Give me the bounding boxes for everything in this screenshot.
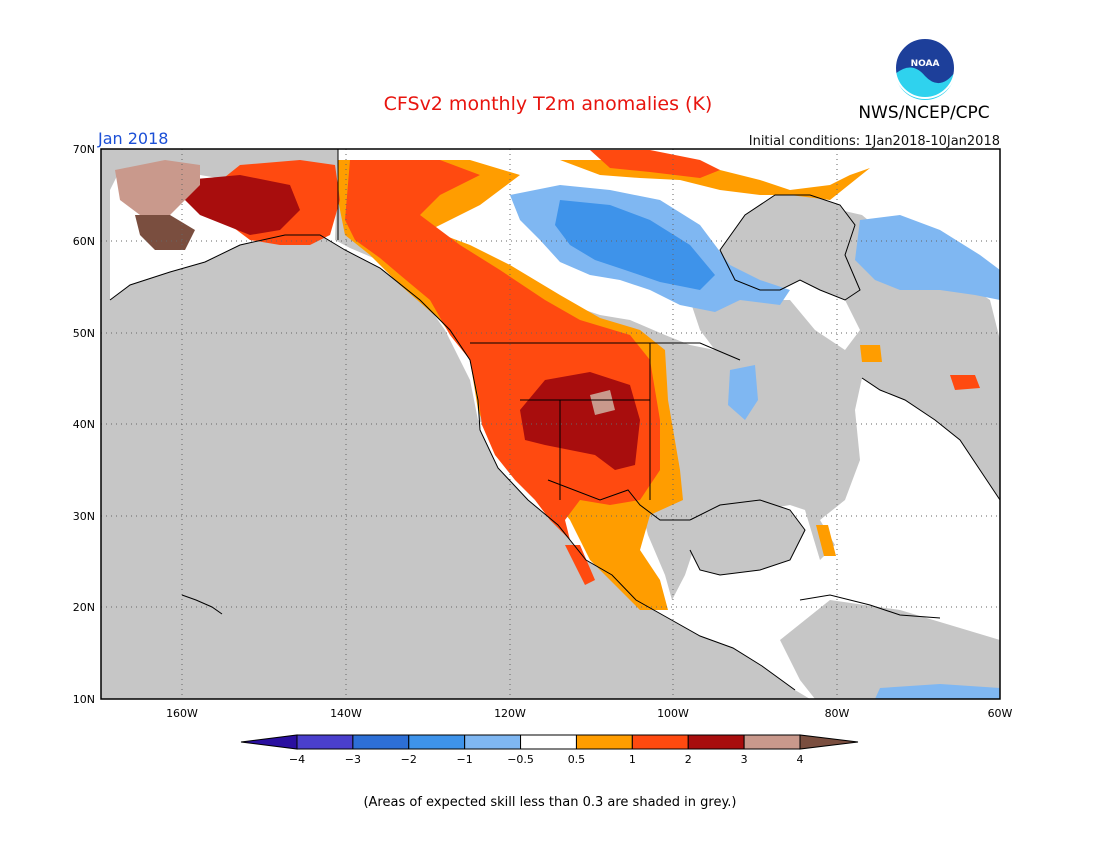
footnote: (Areas of expected skill less than 0.3 a…: [363, 795, 736, 810]
lat-label: 20N: [73, 601, 95, 614]
lon-label: 140W: [330, 707, 362, 720]
colorbar-segment: [408, 734, 466, 750]
lat-label: 10N: [73, 693, 95, 706]
anomaly-region-red-baja: [565, 545, 595, 585]
colorbar: [240, 734, 859, 750]
anomaly-region-lightblue-east-canada: [855, 215, 1000, 300]
gridlines: [101, 149, 1000, 699]
colorbar-segment: [631, 734, 689, 750]
colorbar-segment: [687, 734, 745, 750]
coastlines: [109, 149, 1001, 691]
colorbar-tick-label: 0.5: [568, 753, 586, 766]
colorbar-tick-label: −1: [457, 753, 473, 766]
colorbar-tick-label: 1: [629, 753, 636, 766]
anomaly-region-orange-florida: [816, 525, 836, 556]
anomaly-region-lightblue-midwest: [728, 365, 758, 420]
organization-label: NWS/NCEP/CPC: [858, 103, 989, 123]
anomaly-region-red-arctic: [590, 150, 720, 178]
colorbar-segment: [575, 734, 633, 750]
latitude-labels: 70N 60N 50N 40N 30N 20N 10N: [73, 143, 95, 706]
colorbar-tick-label: 3: [741, 753, 748, 766]
colorbar-arrow-high: [799, 734, 859, 750]
gulf-of-mexico: [690, 500, 805, 575]
colorbar-tick-label: 2: [685, 753, 692, 766]
longitude-labels: 160W 140W 120W 100W 80W 60W: [166, 707, 1012, 720]
anomaly-region-orange-great-lakes: [860, 345, 882, 362]
lon-label: 120W: [494, 707, 526, 720]
lat-label: 40N: [73, 418, 95, 431]
lat-label: 50N: [73, 327, 95, 340]
colorbar-tick-label: −3: [345, 753, 361, 766]
lon-label: 80W: [825, 707, 850, 720]
map-frame: [100, 148, 1001, 700]
anomaly-region-red-ne: [950, 375, 980, 390]
anomaly-region-darkred-alaska: [185, 175, 300, 235]
anomaly-region-blue-canada: [555, 200, 715, 290]
colorbar-labels: −4 −3 −2 −1 −0.5 0.5 1 2 3 4: [289, 753, 804, 766]
anomaly-region-tan-alaska: [115, 160, 200, 215]
anomaly-region-brown-alaska: [135, 215, 195, 250]
lon-label: 160W: [166, 707, 198, 720]
colorbar-segment: [743, 734, 801, 750]
noaa-logo: NOAA: [894, 37, 956, 100]
colorbar-arrow-low: [240, 734, 298, 750]
colorbar-tick-label: −0.5: [507, 753, 534, 766]
colorbar-tick-label: −4: [289, 753, 305, 766]
anomaly-region-tan-colorado: [590, 390, 615, 415]
colorbar-segment: [296, 734, 354, 750]
lat-label: 30N: [73, 510, 95, 523]
colorbar-segment: [464, 734, 522, 750]
colorbar-tick-label: −2: [401, 753, 417, 766]
lon-label: 100W: [657, 707, 689, 720]
anomaly-region-lightblue-caribbean: [875, 684, 1000, 699]
hudson-bay: [720, 195, 860, 300]
lat-label: 60N: [73, 235, 95, 248]
colorbar-segment: [352, 734, 410, 750]
date-label: Jan 2018: [97, 129, 168, 148]
noaa-logo-text: NOAA: [911, 59, 940, 69]
lon-label: 60W: [988, 707, 1013, 720]
initial-conditions-label: Initial conditions: 1Jan2018-10Jan2018: [749, 134, 1000, 149]
caribbean-sea: [780, 600, 1000, 699]
colorbar-segment: [520, 734, 577, 750]
chart-title: CFSv2 monthly T2m anomalies (K): [384, 93, 713, 115]
map-panel: [100, 148, 1001, 700]
lat-label: 70N: [73, 143, 95, 156]
colorbar-tick-label: 4: [797, 753, 804, 766]
